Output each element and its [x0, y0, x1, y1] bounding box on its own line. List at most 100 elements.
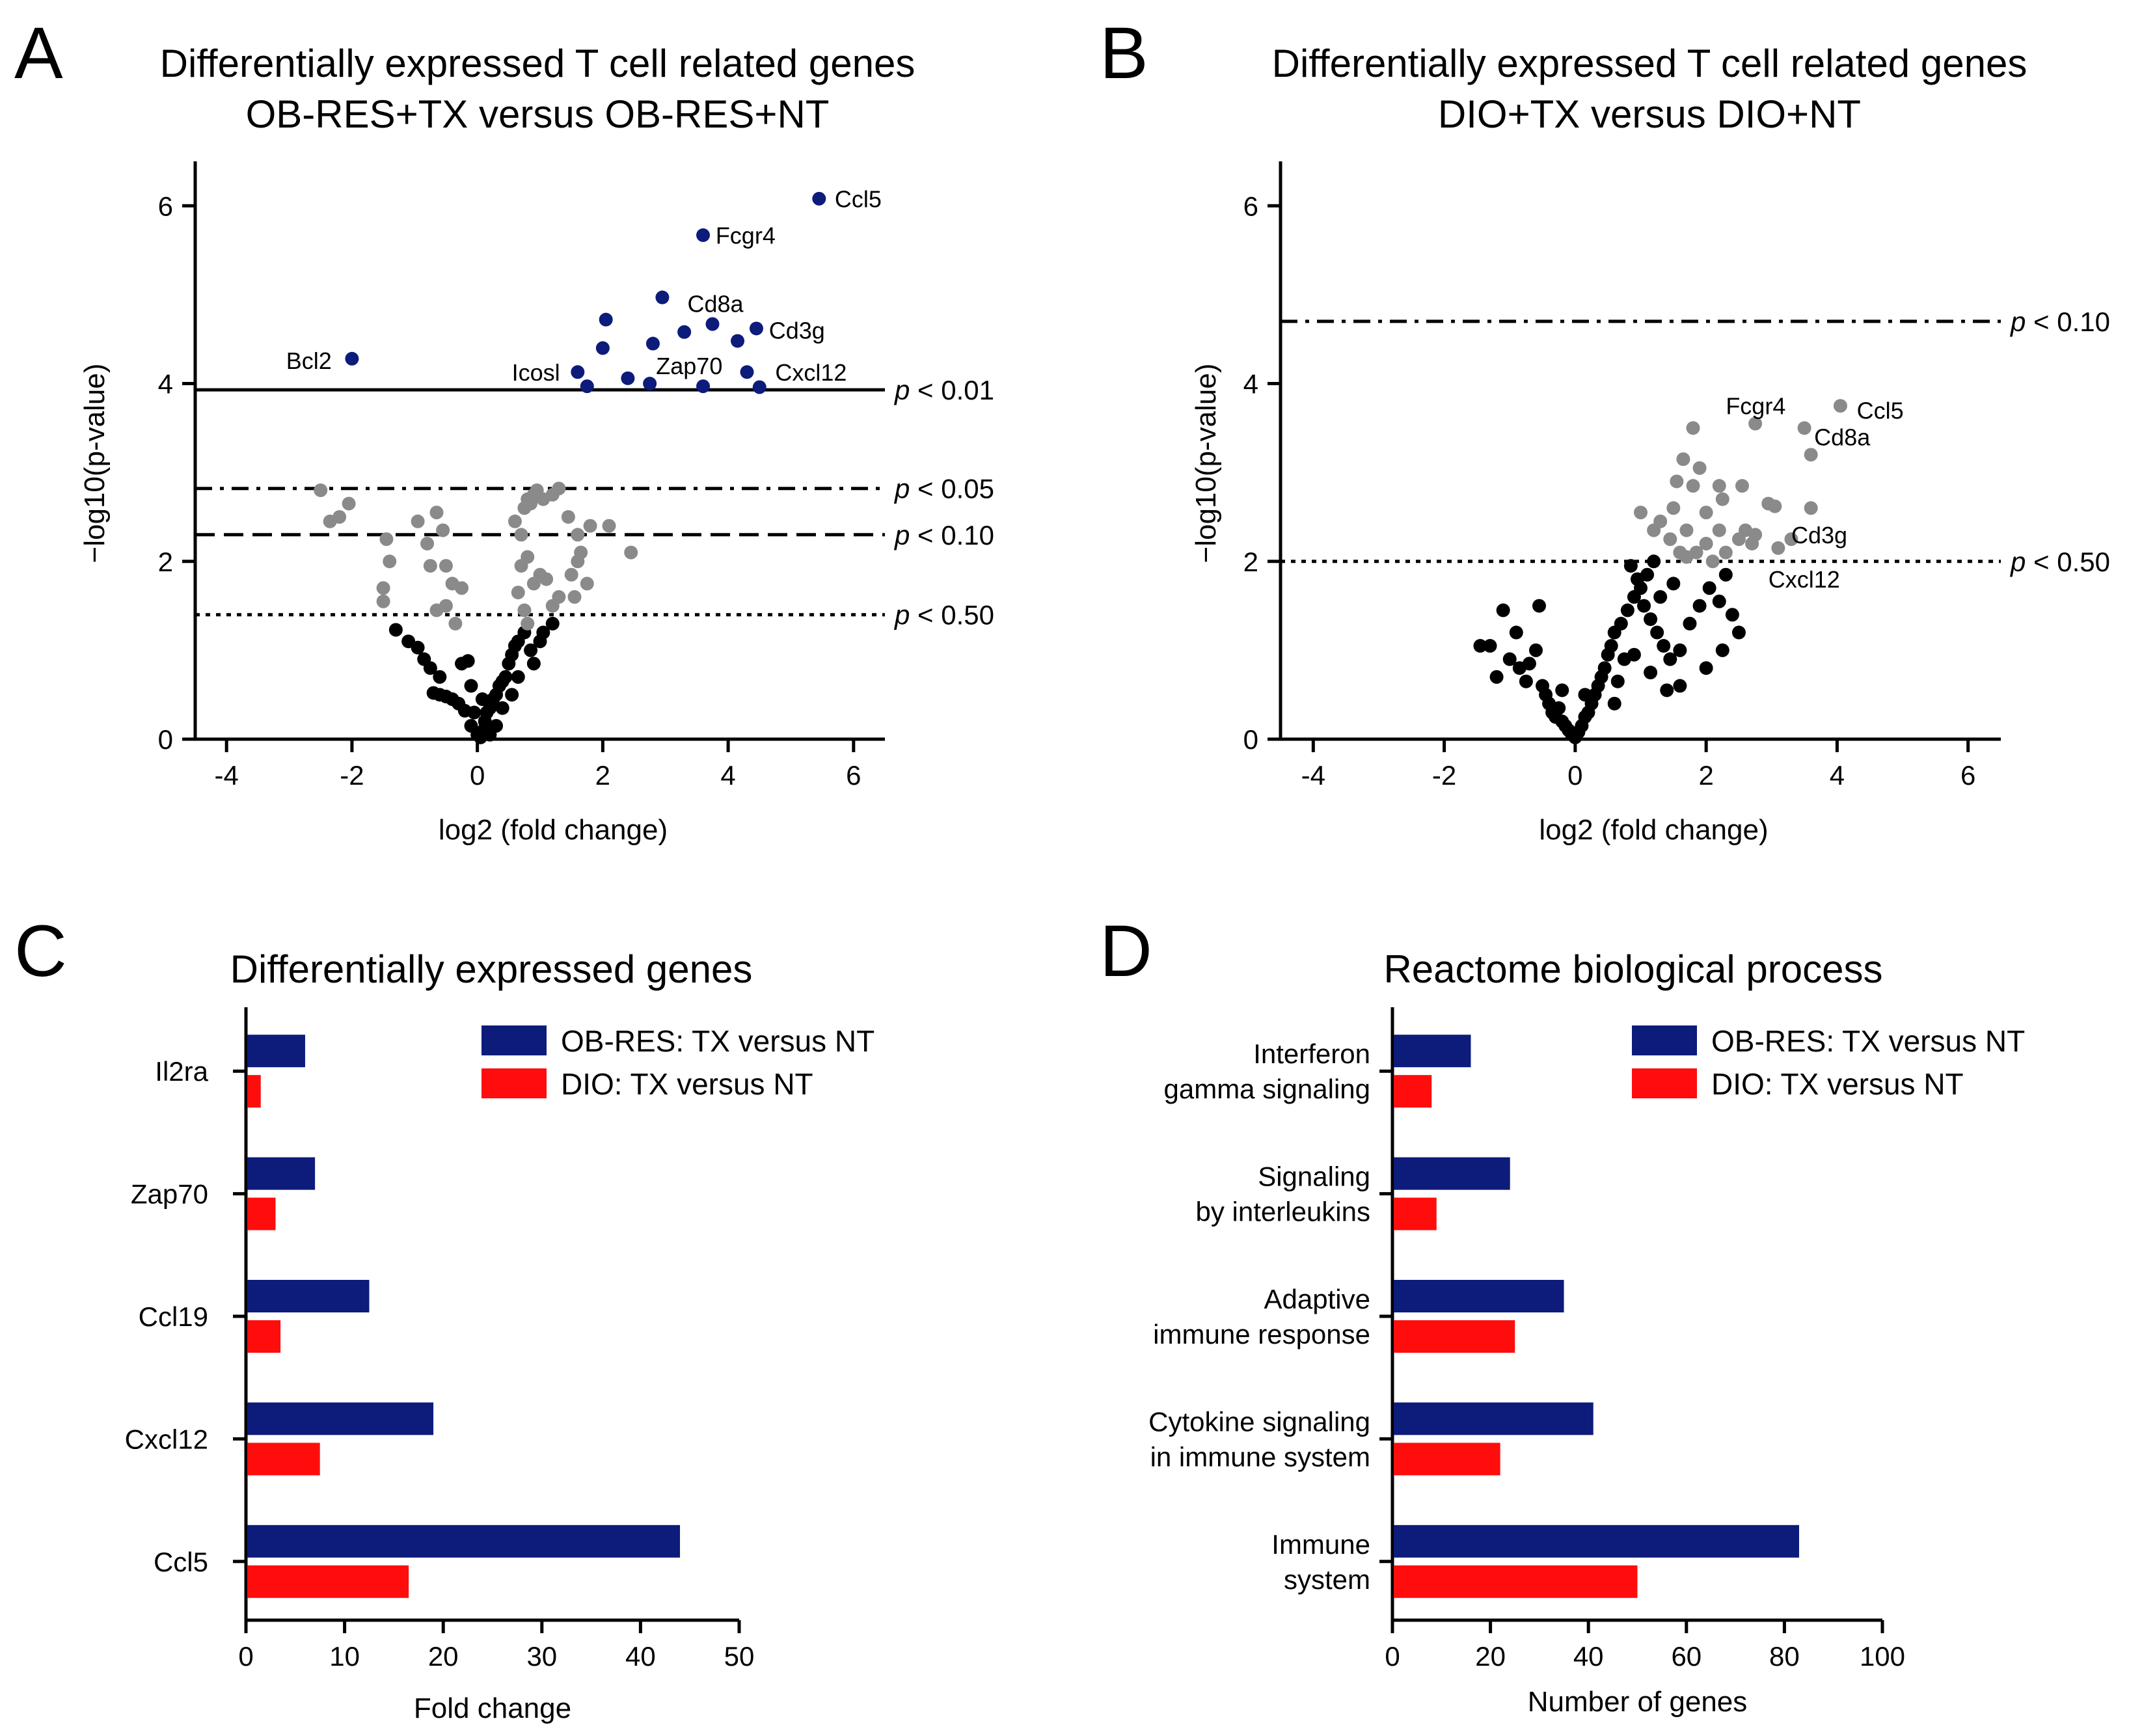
panel-b-point-trend: [1634, 506, 1648, 520]
panel-a-threshold-label: p < 0.50: [893, 600, 994, 631]
panel-b-point-nonsignificant: [1702, 581, 1716, 595]
panel-b-y-tick-label: 0: [1243, 724, 1258, 755]
panel-a-point-nonsignificant: [536, 625, 550, 640]
panel-b-point-trend: [1686, 421, 1700, 435]
panel-c-category-label: Zap70: [131, 1179, 208, 1210]
panel-a-point-nonsignificant: [524, 643, 538, 657]
panel-b-threshold-label: p < 0.50: [2009, 547, 2110, 577]
panel-d-bar-dio: [1394, 1197, 1437, 1230]
panel-a-y-tick-label: 2: [158, 547, 173, 577]
panel-a-point-significant: [705, 317, 720, 331]
panel-a-point-significant: [752, 380, 766, 394]
panel-d-bar-dio: [1394, 1443, 1500, 1476]
panel-a-point-trend: [567, 590, 582, 604]
panel-a-point-trend: [517, 603, 532, 617]
panel-b-point-nonsignificant: [1630, 572, 1644, 586]
panel-d-category-label: by interleukins: [1196, 1197, 1370, 1227]
panel-a-y-tick-label: 6: [158, 191, 173, 221]
panel-a-point-trend: [455, 581, 469, 595]
panel-b-point-nonsignificant: [1712, 594, 1726, 608]
panel-d-x-tick-label: 40: [1573, 1641, 1604, 1672]
panel-b-point-trend: [1797, 421, 1811, 435]
panel-a-point-trend: [564, 567, 578, 582]
panel-a-x-tick-label: -4: [215, 760, 239, 791]
panel-b-point-trend: [1653, 514, 1668, 528]
panel-b-point-nonsignificant: [1731, 625, 1746, 640]
panel-b-point-trend: [1663, 532, 1677, 547]
panel-a-point-trend: [439, 559, 453, 573]
panel-b-point-nonsignificant: [1489, 670, 1504, 684]
panel-b-gene-label: Cxcl12: [1769, 566, 1840, 593]
panel-c-bar-dio: [247, 1075, 261, 1108]
panel-c-x-tick-label: 50: [724, 1641, 755, 1672]
panel-a-gene-label: Cd3g: [769, 318, 825, 344]
panel-b-point-nonsignificant: [1623, 559, 1638, 573]
panel-b-point-trend: [1666, 501, 1681, 515]
panel-b-point-nonsignificant: [1725, 608, 1739, 622]
panel-d-bar: D Reactome biological process 0 20 40 60 80 1…: [1100, 910, 2025, 1718]
panel-a-point-trend: [508, 514, 522, 528]
panel-c-bar-ob-res: [247, 1402, 434, 1435]
panel-a-point-significant: [621, 371, 635, 385]
panel-a-point-trend: [411, 514, 425, 528]
panel-b-threshold-p: p: [2009, 306, 2026, 337]
panel-a-point-trend: [376, 594, 390, 608]
panel-c-x-tick-label: 40: [625, 1641, 656, 1672]
panel-b-x-tick-label: 4: [1830, 760, 1845, 791]
panel-a-point-trend: [552, 590, 566, 604]
panel-a-point-nonsignificant: [498, 670, 513, 684]
panel-d-category-label: Signaling: [1258, 1161, 1370, 1192]
panel-c-letter: C: [14, 910, 67, 992]
panel-a-gene-label: Cxcl12: [775, 359, 847, 386]
panel-b-point-nonsignificant: [1644, 612, 1658, 627]
panel-c-category-label: Ccl19: [139, 1301, 208, 1332]
panel-b-point-nonsignificant: [1552, 701, 1566, 715]
panel-c-x-axis-label: Fold change: [414, 1692, 571, 1724]
panel-b-point-nonsignificant: [1718, 567, 1733, 582]
panel-c-x-tick-label: 10: [329, 1641, 360, 1672]
panel-b-point-nonsignificant: [1683, 616, 1697, 631]
panel-b-y-tick-label: 2: [1243, 547, 1258, 577]
panel-a-point-nonsignificant: [411, 640, 425, 655]
panel-a-point-trend: [448, 616, 463, 631]
panel-b-point-nonsignificant: [1614, 616, 1628, 631]
panel-b-point-nonsignificant: [1699, 661, 1713, 675]
panel-c-bar: C Differentially expressed genes 0 10 20 30…: [14, 910, 875, 1724]
panel-b-point-nonsignificant: [1620, 603, 1634, 617]
panel-c-bar-ob-res: [247, 1035, 305, 1068]
panel-c-legend-label-ob-res: OB-RES: TX versus NT: [561, 1024, 875, 1058]
panel-a-point-trend: [580, 576, 594, 591]
panel-b-gene-label: Cd3g: [1791, 522, 1847, 549]
panel-c-bar-ob-res: [247, 1525, 681, 1558]
panel-b-point-trend: [1784, 532, 1798, 547]
panel-a-point-significant: [645, 336, 660, 351]
panel-a-x-tick-label: 6: [846, 760, 861, 791]
panel-d-x-tick-label: 80: [1769, 1641, 1800, 1672]
panel-b-point-nonsignificant: [1528, 643, 1543, 657]
panel-a-gene-label: Cd8a: [687, 291, 744, 318]
panel-a-threshold-value: < 0.05: [910, 474, 994, 504]
panel-b-point-nonsignificant: [1637, 599, 1651, 613]
panel-c-legend-swatch-ob-res: [481, 1025, 547, 1055]
panel-a-threshold-label: p < 0.01: [893, 375, 994, 405]
panel-b-point-trend: [1748, 416, 1763, 431]
panel-c-category-label: Ccl5: [154, 1547, 208, 1577]
panel-c-title: Differentially expressed genes: [230, 947, 753, 991]
panel-a-point-significant: [677, 325, 692, 339]
panel-a-point-trend: [521, 550, 535, 564]
panel-b-point-nonsignificant: [1692, 599, 1707, 613]
panel-a-point-trend: [314, 483, 328, 497]
panel-d-letter: D: [1100, 910, 1152, 992]
panel-a-point-nonsignificant: [545, 616, 560, 631]
panel-b-point-nonsignificant: [1663, 652, 1677, 666]
panel-a-title-line2: OB-RES+TX versus OB-RES+NT: [246, 92, 830, 136]
panel-c-bar-dio: [247, 1197, 276, 1230]
panel-c-bar-dio: [247, 1565, 409, 1598]
panel-a-point-trend: [583, 519, 597, 533]
panel-b-title-line1: Differentially expressed T cell related …: [1272, 42, 2027, 85]
panel-d-category-label: Immune: [1271, 1529, 1370, 1560]
panel-d-x-tick-label: 60: [1671, 1641, 1702, 1672]
panel-d-bar-ob-res: [1394, 1035, 1471, 1068]
panel-b-x-axis-label: log2 (fold change): [1539, 814, 1768, 846]
panel-b-point-trend: [1745, 536, 1759, 550]
